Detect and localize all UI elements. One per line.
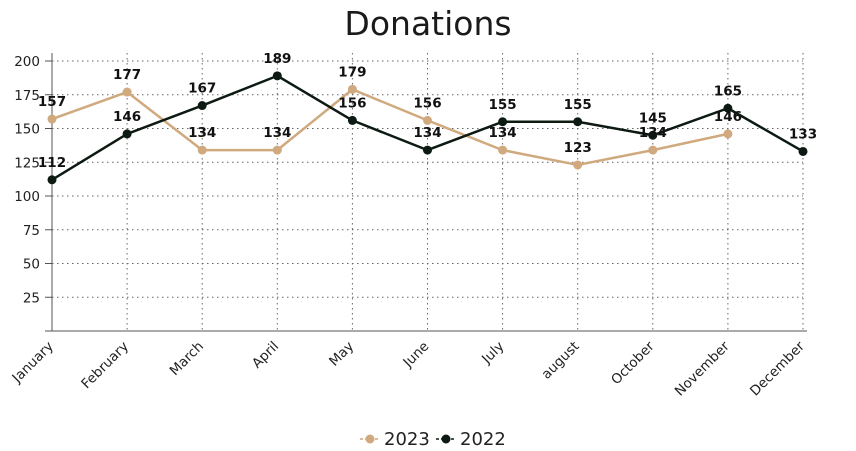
grid xyxy=(52,53,804,331)
data-label-2023: 156 xyxy=(413,95,441,111)
data-point-2023 xyxy=(47,114,57,124)
chart-title: Donations xyxy=(344,4,512,43)
data-label-2022: 165 xyxy=(714,83,742,99)
data-label-2022: 133 xyxy=(789,126,817,142)
data-label-2022: 112 xyxy=(38,155,66,171)
x-tick-label: December xyxy=(747,338,808,399)
y-tick-label: 100 xyxy=(14,189,40,205)
legend-marker-2023 xyxy=(365,434,375,444)
data-point-2023 xyxy=(498,145,508,155)
x-tick-labels: January February March April May June July augu… xyxy=(9,338,809,399)
data-label-2022: 145 xyxy=(639,110,667,126)
data-label-2023: 123 xyxy=(564,140,592,156)
data-point-2022 xyxy=(573,117,583,127)
x-tick-label: May xyxy=(326,339,357,370)
data-label-2023: 177 xyxy=(113,67,141,83)
y-tick-label: 200 xyxy=(14,54,40,70)
legend-label-2022: 2022 xyxy=(460,429,506,450)
data-point-2023 xyxy=(272,145,282,155)
y-tick-label: 150 xyxy=(14,122,40,138)
data-label-2022: 134 xyxy=(413,125,441,141)
data-point-2022 xyxy=(798,146,808,156)
x-tick-label: March xyxy=(167,339,207,379)
data-label-2022: 146 xyxy=(113,109,141,125)
data-label-2023: 134 xyxy=(263,125,291,141)
x-tick-label: November xyxy=(672,338,733,399)
y-tick-label: 75 xyxy=(23,223,40,239)
data-point-2022 xyxy=(122,129,132,139)
y-tick-label: 25 xyxy=(23,290,40,306)
data-labels: 157 177 134 134 179 156 134 123 134 146 112 146 167 1… xyxy=(38,51,817,171)
series-line-2023 xyxy=(51,88,729,167)
data-label-2023: 134 xyxy=(188,125,216,141)
data-label-2023: 157 xyxy=(38,94,66,110)
x-tick-label: July xyxy=(478,339,507,368)
data-label-2022: 189 xyxy=(263,51,291,67)
data-label-2023: 179 xyxy=(338,64,366,80)
axes xyxy=(45,53,807,332)
y-tick-labels: 25 50 75 100 125 150 175 200 xyxy=(14,54,40,306)
data-label-2023: 146 xyxy=(714,109,742,125)
data-point-2022 xyxy=(47,175,57,185)
data-label-2023: 134 xyxy=(489,125,517,141)
y-tick-label: 125 xyxy=(14,155,40,171)
data-point-2023 xyxy=(573,160,583,170)
x-tick-label: April xyxy=(249,339,282,372)
legend-marker-2022 xyxy=(441,434,451,444)
data-point-2022 xyxy=(498,117,508,127)
legend: 2023 2022 xyxy=(360,429,506,450)
data-label-2022: 155 xyxy=(564,97,592,113)
data-point-2022 xyxy=(423,145,432,155)
x-tick-label: June xyxy=(400,339,433,372)
data-label-2022: 155 xyxy=(489,97,517,113)
data-point-2022 xyxy=(272,71,282,81)
data-point-2023 xyxy=(347,84,357,94)
data-point-2022 xyxy=(197,101,207,111)
x-tick-label: august xyxy=(538,339,582,383)
y-tick-label: 50 xyxy=(23,257,40,273)
x-tick-label: February xyxy=(78,339,132,393)
data-point-2023 xyxy=(648,145,658,155)
data-point-2022 xyxy=(648,130,658,140)
data-label-2023: 134 xyxy=(639,125,667,141)
data-point-2023 xyxy=(197,145,207,155)
data-point-2023 xyxy=(122,87,132,97)
data-point-2023 xyxy=(723,129,733,139)
legend-label-2023: 2023 xyxy=(384,429,430,450)
y-tick-label: 175 xyxy=(14,88,40,104)
data-label-2022: 156 xyxy=(338,95,366,111)
x-tick-label: October xyxy=(608,338,658,388)
x-tick-label: January xyxy=(9,339,57,387)
data-point-2022 xyxy=(723,103,733,113)
series-points xyxy=(47,71,808,185)
data-label-2022: 167 xyxy=(188,81,216,97)
data-point-2023 xyxy=(423,115,432,125)
data-point-2022 xyxy=(347,115,357,125)
